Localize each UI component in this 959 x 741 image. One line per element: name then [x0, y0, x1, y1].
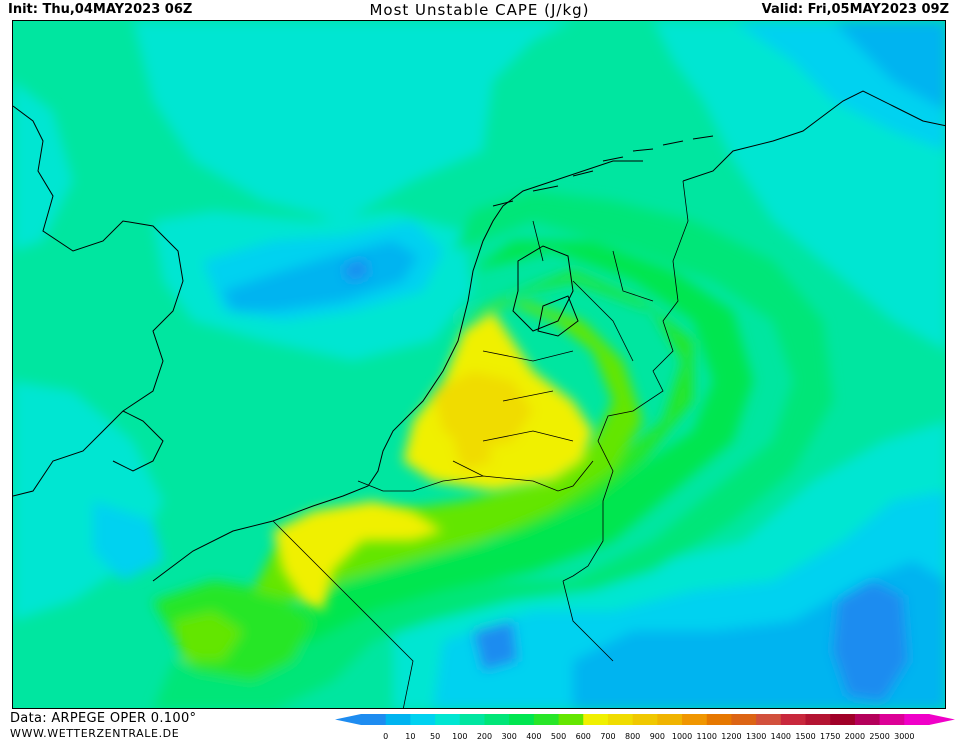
legend-tick-label: 1200 [721, 732, 741, 741]
cape-area-northwest [13, 21, 573, 221]
legend-tick-label: 1000 [672, 732, 692, 741]
cape-area-far-northeast [833, 21, 945, 110]
legend-swatch [756, 714, 782, 725]
legend-tick-label: 1300 [746, 732, 766, 741]
east-anglia-coast [112, 410, 164, 472]
cape-area-south-blue [473, 621, 518, 671]
legend-swatch [830, 714, 856, 725]
legend-tick-label: 700 [600, 732, 615, 741]
legend-tick-label: 100 [452, 732, 467, 741]
germany-north-coast [682, 90, 945, 182]
legend-swatch [558, 714, 584, 725]
legend-tick-label: 50 [430, 732, 440, 741]
website-label: WWW.WETTERZENTRALE.DE [10, 727, 180, 740]
cape-area-northsea-core [223, 241, 418, 311]
cape-field-svg [13, 21, 945, 708]
legend-tick-label: 1500 [795, 732, 815, 741]
legend-arrow-high [929, 714, 955, 725]
legend-tick-label: 1100 [697, 732, 717, 741]
legend-tick-label: 400 [526, 732, 541, 741]
map-title: Most Unstable CAPE (J/kg) [369, 1, 590, 19]
legend-swatch [459, 714, 485, 725]
legend-swatch [484, 714, 510, 725]
legend-tick-label: 500 [551, 732, 566, 741]
cape-area-southeast-core [833, 581, 908, 701]
cape-area-orange-spot [453, 436, 493, 471]
valid-time-label: Valid: Fri,05MAY2023 09Z [761, 2, 949, 17]
legend-tick-label: 900 [650, 732, 665, 741]
be-fr-border [272, 520, 414, 708]
legend-swatch [879, 714, 905, 725]
legend-svg: 0 10 50 100 200 300 400 500 600 700 800 900 1000 1100… [335, 714, 955, 741]
legend-swatch [854, 714, 881, 725]
legend-arrow-low [335, 714, 361, 725]
legend-tick-label: 0 [383, 732, 388, 741]
legend-swatch [805, 714, 831, 725]
color-legend: 0 10 50 100 200 300 400 500 600 700 800 900 1000 1100… [333, 712, 957, 741]
province-lines [452, 220, 654, 477]
legend-tick-label: 1750 [820, 732, 840, 741]
legend-tick-label: 3000 [894, 732, 914, 741]
legend-tick-label: 1400 [771, 732, 791, 741]
legend-swatch [410, 714, 436, 725]
legend-swatch [632, 714, 658, 725]
init-time-label: Init: Thu,04MAY2023 06Z [8, 2, 193, 17]
wadden-islands [492, 135, 714, 207]
legend-tick-label: 800 [625, 732, 640, 741]
coastlines [13, 90, 945, 582]
cape-area-yellow-southwest [273, 501, 443, 611]
map-header: Init: Thu,04MAY2023 06Z Most Unstable CA… [0, 0, 959, 20]
legend-tick-label: 600 [576, 732, 591, 741]
cape-area-channel-blue [93, 501, 163, 581]
legend-tick-label: 2500 [869, 732, 889, 741]
legend-swatch [361, 714, 387, 725]
france-belgium-coast [152, 160, 643, 582]
legend-tick-label: 300 [502, 732, 517, 741]
cape-area-southwest-lime [173, 611, 243, 661]
nl-de-border [562, 180, 689, 582]
legend-swatch [706, 714, 732, 725]
legend-swatch [435, 714, 461, 725]
legend-swatch [607, 714, 634, 725]
cape-map [12, 20, 946, 709]
legend-tick-label: 200 [477, 732, 492, 741]
be-de-border [562, 580, 614, 662]
legend-swatch [657, 714, 683, 725]
flevoland-outline [537, 295, 579, 337]
borders [272, 180, 689, 708]
legend-swatch [731, 714, 757, 725]
legend-tick-label: 2000 [845, 732, 865, 741]
legend-tick-label: 10 [405, 732, 415, 741]
data-source-label: Data: ARPEGE OPER 0.100° [10, 711, 197, 726]
cape-area-west-cyan [13, 81, 73, 251]
ijsselmeer-outline [512, 245, 574, 332]
uk-coastline [13, 105, 184, 497]
legend-swatch [682, 714, 708, 725]
legend-swatch [904, 714, 930, 725]
cape-area-orange-core [433, 371, 533, 451]
legend-swatch [583, 714, 609, 725]
legend-swatch [385, 714, 411, 725]
legend-swatch [509, 714, 535, 725]
legend-swatch [780, 714, 807, 725]
legend-swatch [533, 714, 560, 725]
cape-area-northsea-min [343, 259, 369, 281]
